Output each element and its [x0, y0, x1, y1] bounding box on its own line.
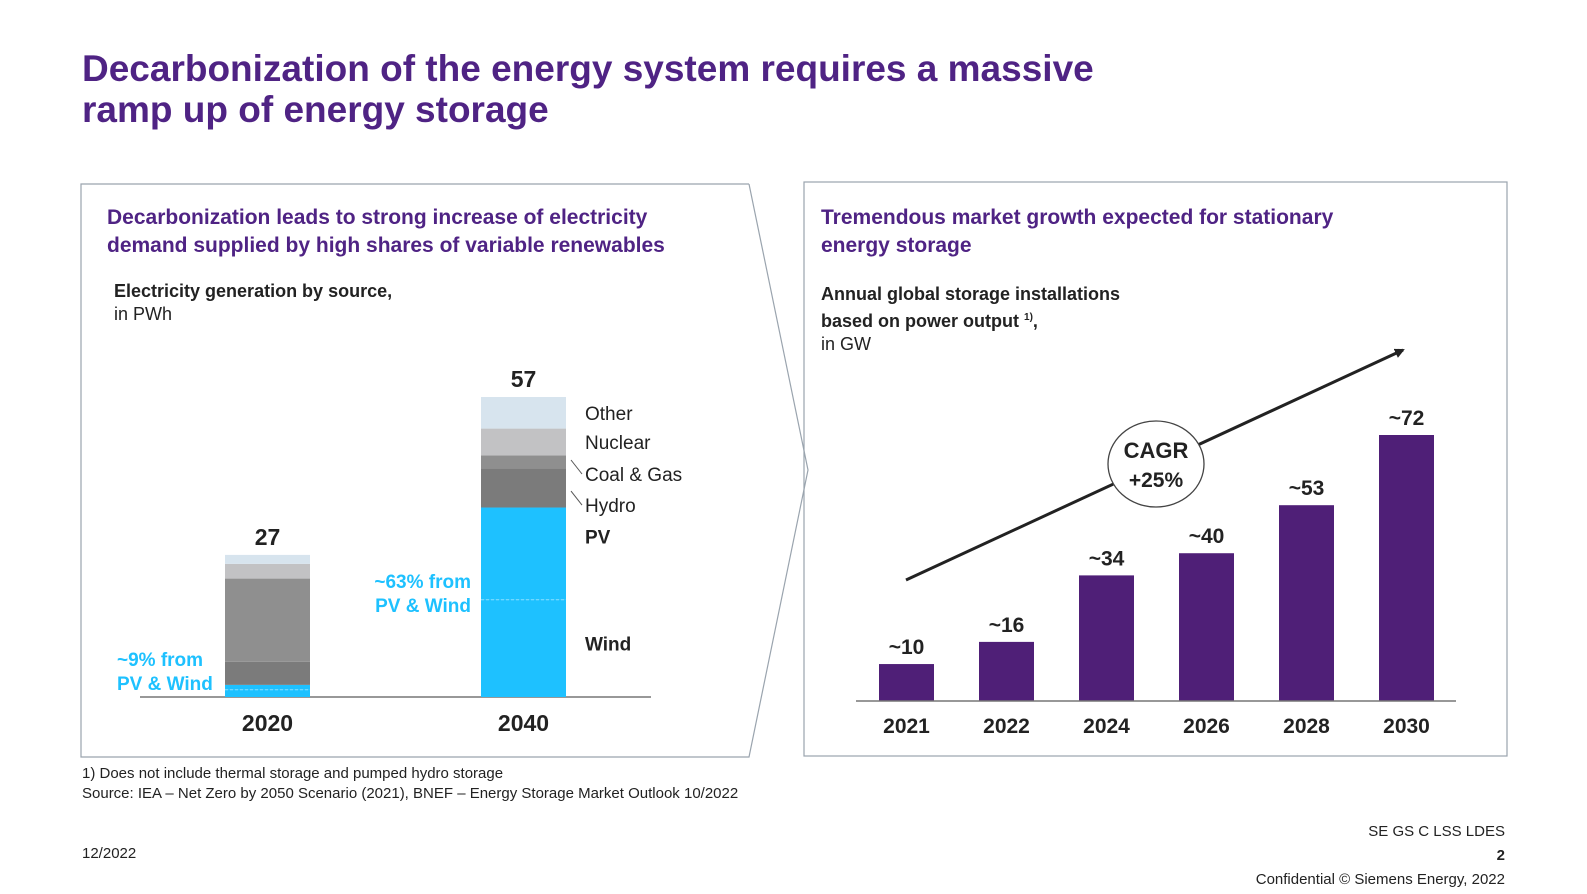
right-panel-title-line-2: energy storage — [821, 234, 972, 257]
bar-2030 — [1379, 435, 1434, 701]
bar-2026 — [1179, 553, 1234, 701]
value-label-2022: ~16 — [989, 614, 1025, 637]
legend-other: Other — [585, 404, 633, 425]
bar-2040-nuclear — [481, 428, 566, 456]
x-tick-2024: 2024 — [1083, 715, 1130, 738]
footnote-line-1: 1) Does not include thermal storage and … — [82, 765, 504, 782]
footer-confidential: Confidential © Siemens Energy, 2022 — [1255, 871, 1505, 888]
footnote: 1) Does not include thermal storage and … — [82, 764, 738, 804]
right-chart-unit-line-2-wrap: based on power output 1), — [821, 306, 1120, 333]
total-label-2040: 57 — [511, 366, 537, 392]
left-chart-unit-text: in PWh — [114, 304, 173, 324]
bar-2020-wind — [225, 689, 310, 697]
x-tick-2030: 2030 — [1383, 715, 1430, 738]
annotation-2020-line-2: PV & Wind — [117, 674, 213, 695]
cagr-label-line-2: +25% — [1129, 469, 1184, 492]
right-chart-unit-line-1: Annual global storage installations — [821, 284, 1121, 304]
legend-nuclear: Nuclear — [585, 433, 651, 454]
value-label-2024: ~34 — [1089, 547, 1125, 570]
page-number: 2 — [1496, 847, 1505, 864]
annotation-2040-line-1: ~63% from — [374, 572, 471, 593]
bar-2020-pv — [225, 684, 310, 690]
legend-wind: Wind — [585, 634, 631, 655]
value-label-2021: ~10 — [889, 636, 925, 659]
left-panel-title-line-1: Decarbonization leads to strong increase… — [107, 206, 648, 229]
footer-date: 12/2022 — [82, 845, 137, 862]
footer-right: SE GS C LSS LDES 2 Confidential © Siemens… — [1256, 820, 1505, 892]
bar-2022 — [979, 641, 1034, 701]
right-panel-title-line-1: Tremendous market growth expected for st… — [821, 206, 1334, 229]
left-panel-title-line-2: demand supplied by high shares of variab… — [107, 234, 665, 257]
bar-2020-coal-gas — [225, 578, 310, 662]
leader-hydro — [570, 490, 583, 506]
left-panel-title: Decarbonization leads to strong increase… — [107, 204, 665, 260]
x-tick-2040: 2040 — [498, 710, 549, 736]
right-panel-title: Tremendous market growth expected for st… — [821, 204, 1333, 260]
page-title-line-1: Decarbonization of the energy system req… — [82, 48, 1094, 89]
bar-2040-wind — [481, 599, 566, 697]
annotation-2020-line-1: ~9% from — [117, 650, 203, 671]
value-label-2030: ~72 — [1389, 407, 1425, 430]
cagr-label-line-1: CAGR — [1124, 438, 1189, 463]
bar-2040-hydro — [481, 468, 566, 508]
x-tick-2026: 2026 — [1183, 715, 1230, 738]
legend-coal-gas: Coal & Gas — [585, 465, 682, 486]
x-tick-2022: 2022 — [983, 715, 1030, 738]
bar-2020-other — [225, 554, 310, 564]
right-chart-unit-text: in GW — [821, 334, 872, 354]
page-title-line-2: ramp up of energy storage — [82, 89, 549, 130]
x-tick-2021: 2021 — [883, 715, 930, 738]
bar-2040-other — [481, 397, 566, 429]
leader-coal-gas — [570, 459, 583, 475]
bar-2040-pv — [481, 507, 566, 600]
legend-pv: PV — [585, 528, 611, 549]
total-label-2020: 27 — [255, 524, 281, 550]
value-label-2026: ~40 — [1189, 525, 1225, 548]
footnote-source: Source: IEA – Net Zero by 2050 Scenario … — [82, 785, 739, 802]
x-tick-2020: 2020 — [242, 710, 293, 736]
right-chart-unit-line-2: based on power output — [821, 311, 1019, 331]
page-title: Decarbonization of the energy system req… — [82, 48, 1094, 130]
value-label-2028: ~53 — [1289, 477, 1325, 500]
legend-hydro: Hydro — [585, 496, 636, 517]
bar-2020-nuclear — [225, 563, 310, 579]
left-panel-frame — [80, 183, 809, 758]
bar-2028 — [1279, 505, 1334, 701]
annotation-2040-line-2: PV & Wind — [375, 596, 471, 617]
footer-code-row: SE GS C LSS LDES 2 — [1256, 820, 1505, 868]
bar-2021 — [879, 664, 934, 701]
bar-2020-hydro — [225, 661, 310, 685]
right-chart-unit: Annual global storage installations base… — [821, 283, 1120, 356]
left-chart-unit-label: Electricity generation by source, — [114, 281, 393, 301]
footnote-marker: 1) — [1024, 312, 1033, 323]
footer-code: SE GS C LSS LDES — [1368, 823, 1505, 840]
cagr-bubble — [1107, 420, 1205, 508]
bar-2024 — [1079, 575, 1134, 701]
x-tick-2028: 2028 — [1283, 715, 1330, 738]
right-panel-frame — [803, 181, 1508, 757]
left-chart-unit: Electricity generation by source, in PWh — [114, 280, 392, 326]
right-chart-unit-comma: , — [1032, 311, 1038, 331]
bar-2040-coal-gas — [481, 455, 566, 469]
